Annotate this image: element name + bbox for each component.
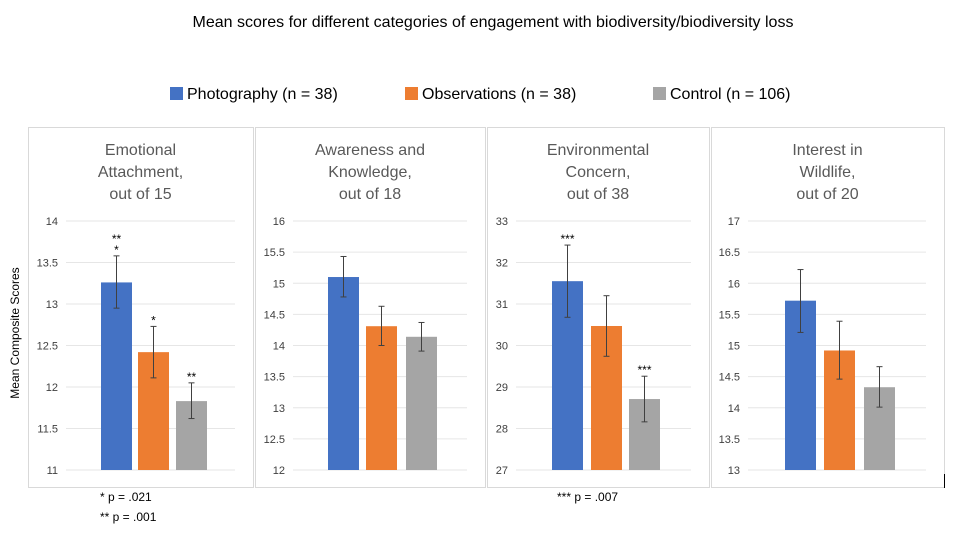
- legend-item-photography: Photography (n = 38): [170, 86, 338, 104]
- legend-item-control: Control (n = 106): [653, 86, 791, 104]
- panel-1-title-line: out of 15: [109, 186, 171, 203]
- panel-3-tick-label: 33: [496, 216, 508, 228]
- panel-1-tick-label: 12: [46, 382, 58, 394]
- panel-2-tick-label: 14.5: [264, 309, 285, 321]
- panel-3-title-line: Environmental: [547, 142, 649, 159]
- panel-4-title-line: Wildlife,: [799, 164, 855, 181]
- panel-2-bar-observations: [366, 326, 397, 470]
- panel-2-tick-label: 13: [273, 403, 285, 415]
- panel-2-bar-control: [406, 336, 437, 470]
- panel-3-frame: [487, 127, 710, 488]
- panel-1-tick-label: 13.5: [37, 258, 58, 270]
- legend-label-photography: Photography (n = 38): [187, 86, 338, 103]
- footnote-p-007: *** p = .007: [557, 490, 619, 504]
- panel-2-tick-label: 12.5: [264, 434, 285, 446]
- panel-2-bar-photography: [328, 277, 359, 470]
- legend-swatch-photography: [170, 87, 183, 100]
- panel-1-tick-label: 14: [46, 216, 58, 228]
- panel-1-significance-observations: *: [151, 313, 156, 327]
- panel-1-tick-label: 11: [47, 465, 58, 477]
- panel-2-title-line: Awareness and: [315, 142, 425, 159]
- legend-swatch-control: [653, 87, 666, 100]
- footnote-p-001: ** p = .001: [100, 510, 157, 524]
- panel-3-significance-control: ***: [637, 363, 651, 377]
- panel-1-frame: [28, 127, 254, 488]
- panel-3-tick-label: 28: [496, 424, 508, 436]
- panel-2-title-line: out of 18: [339, 186, 401, 203]
- panel-3-tick-label: 29: [496, 382, 508, 394]
- legend-item-observations: Observations (n = 38): [405, 86, 576, 104]
- panel-4-title-line: out of 20: [796, 186, 858, 203]
- panel-1-tick-label: 12.5: [37, 341, 58, 353]
- panel-4-tick-label: 17: [728, 216, 740, 228]
- panel-4-tick-label: 15: [728, 341, 740, 353]
- panel-4-tick-label: 16: [728, 278, 740, 290]
- panel-1-title-line: Emotional: [105, 142, 176, 159]
- panel-2-tick-label: 16: [273, 216, 285, 228]
- chart-title: Mean scores for different categories of …: [192, 14, 794, 31]
- panel-2-title-line: Knowledge,: [328, 164, 412, 181]
- panel-1-significance-photography: **: [112, 232, 122, 246]
- panel-2-tick-label: 13.5: [264, 372, 285, 384]
- panel-1-bar-photography: [101, 282, 132, 470]
- footnote-p-021: * p = .021: [100, 490, 152, 504]
- panel-1-significance-control: **: [187, 370, 197, 384]
- panel-2-tick-label: 15: [273, 278, 285, 290]
- legend-label-control: Control (n = 106): [670, 86, 791, 103]
- panel-3-tick-label: 32: [496, 258, 508, 270]
- panel-1-tick-label: 11.5: [37, 424, 58, 436]
- panel-4-tick-label: 16.5: [719, 247, 740, 259]
- panel-1-significance-photography: *: [114, 243, 119, 257]
- panel-3-title-line: out of 38: [567, 186, 629, 203]
- panel-3-title-line: Concern,: [566, 164, 631, 181]
- panel-4-tick-label: 14: [728, 403, 740, 415]
- panel-4-tick-label: 13: [728, 465, 740, 477]
- panel-3-tick-label: 27: [496, 465, 508, 477]
- panel-1-title-line: Attachment,: [98, 164, 183, 181]
- legend-swatch-observations: [405, 87, 418, 100]
- panel-2-tick-label: 12: [273, 465, 285, 477]
- panel-3-tick-label: 31: [496, 299, 508, 311]
- panel-2-tick-label: 14: [273, 341, 285, 353]
- panel-2-tick-label: 15.5: [264, 247, 285, 259]
- panel-3-significance-photography: ***: [560, 232, 574, 246]
- panel-1-tick-label: 13: [46, 299, 58, 311]
- panel-4-tick-label: 15.5: [719, 309, 740, 321]
- panel-4-frame: [711, 127, 945, 488]
- panel-4-tick-label: 14.5: [719, 372, 740, 384]
- legend-label-observations: Observations (n = 38): [422, 86, 577, 103]
- panel-4-tick-label: 13.5: [719, 434, 740, 446]
- panel-2-frame: [255, 127, 486, 488]
- panel-4-title-line: Interest in: [792, 142, 862, 159]
- panel-3-tick-label: 30: [496, 341, 508, 353]
